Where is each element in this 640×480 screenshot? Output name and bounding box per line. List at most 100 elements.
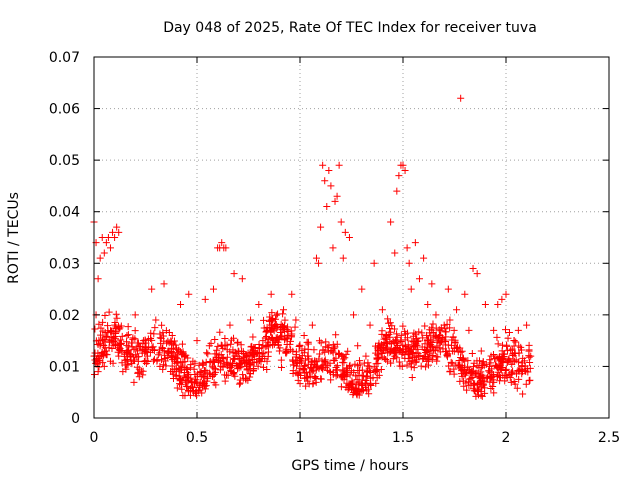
data-point bbox=[280, 306, 288, 314]
data-point bbox=[486, 362, 494, 370]
data-point bbox=[300, 365, 308, 373]
data-point bbox=[212, 381, 220, 389]
data-point bbox=[267, 317, 275, 325]
data-point bbox=[259, 363, 267, 371]
data-point bbox=[456, 377, 464, 385]
data-point bbox=[209, 364, 217, 372]
data-point bbox=[367, 368, 375, 376]
data-point bbox=[332, 331, 340, 339]
data-point bbox=[249, 351, 257, 359]
data-point bbox=[193, 370, 201, 378]
data-point bbox=[168, 331, 176, 339]
data-point bbox=[401, 166, 409, 174]
data-point bbox=[338, 374, 346, 382]
data-point bbox=[264, 348, 272, 356]
data-point bbox=[352, 372, 360, 380]
data-point bbox=[185, 290, 193, 298]
data-point bbox=[139, 367, 147, 375]
data-point bbox=[380, 354, 388, 362]
y-tick-label: 0.05 bbox=[49, 153, 80, 169]
data-point bbox=[312, 366, 320, 374]
data-point bbox=[161, 357, 169, 365]
data-point bbox=[295, 343, 303, 351]
data-point bbox=[273, 336, 281, 344]
data-point bbox=[490, 389, 498, 397]
data-point bbox=[410, 329, 418, 337]
y-tick-label: 0 bbox=[71, 411, 80, 427]
data-point bbox=[199, 359, 207, 367]
data-point bbox=[427, 347, 435, 355]
data-point bbox=[158, 356, 166, 364]
data-point bbox=[295, 368, 303, 376]
data-point bbox=[218, 239, 226, 247]
data-point bbox=[327, 369, 335, 377]
data-point bbox=[219, 362, 227, 370]
data-point bbox=[471, 387, 479, 395]
data-point bbox=[374, 347, 382, 355]
data-point bbox=[522, 380, 530, 388]
data-point bbox=[242, 362, 250, 370]
data-point bbox=[494, 301, 502, 309]
data-point bbox=[383, 331, 391, 339]
data-point bbox=[223, 371, 231, 379]
data-point bbox=[215, 351, 223, 359]
data-point bbox=[267, 290, 275, 298]
data-point bbox=[123, 361, 131, 369]
data-point bbox=[509, 367, 517, 375]
data-point bbox=[446, 367, 454, 375]
data-point bbox=[132, 344, 140, 352]
data-point bbox=[525, 376, 533, 384]
data-point bbox=[317, 339, 325, 347]
data-point bbox=[112, 310, 120, 318]
data-point bbox=[172, 368, 180, 376]
data-point bbox=[312, 254, 320, 262]
data-point bbox=[310, 358, 318, 366]
x-tick-label: 1 bbox=[296, 430, 305, 446]
data-point bbox=[510, 377, 518, 385]
x-tick-label: 0 bbox=[90, 430, 99, 446]
y-tick-label: 0.04 bbox=[49, 205, 80, 221]
data-point bbox=[221, 335, 229, 343]
data-point bbox=[347, 367, 355, 375]
data-point bbox=[443, 353, 451, 361]
data-point bbox=[254, 362, 262, 370]
data-point bbox=[419, 334, 427, 342]
data-point bbox=[230, 370, 238, 378]
data-point bbox=[448, 347, 456, 355]
data-point bbox=[268, 335, 276, 343]
data-point bbox=[486, 356, 494, 364]
data-point bbox=[124, 323, 132, 331]
data-point bbox=[352, 384, 360, 392]
data-point bbox=[167, 352, 175, 360]
data-point bbox=[227, 367, 235, 375]
data-point bbox=[196, 386, 204, 394]
data-point bbox=[496, 371, 504, 379]
data-point bbox=[106, 244, 114, 252]
x-tick-label: 2 bbox=[502, 430, 511, 446]
data-point bbox=[514, 326, 522, 334]
data-point bbox=[330, 356, 338, 364]
data-point bbox=[150, 347, 158, 355]
data-point bbox=[399, 322, 407, 330]
data-point bbox=[149, 357, 157, 365]
data-point bbox=[104, 234, 112, 241]
data-point bbox=[420, 355, 428, 363]
data-point bbox=[142, 348, 150, 356]
data-point bbox=[283, 341, 291, 349]
data-point bbox=[262, 327, 270, 335]
data-point bbox=[512, 338, 520, 346]
data-point bbox=[321, 356, 329, 364]
data-point bbox=[187, 385, 195, 393]
data-point bbox=[450, 365, 458, 373]
data-point bbox=[94, 368, 102, 376]
data-point bbox=[332, 366, 340, 374]
data-point bbox=[246, 370, 254, 378]
data-point bbox=[495, 361, 503, 369]
data-point bbox=[317, 223, 325, 231]
data-point bbox=[462, 379, 470, 387]
data-point bbox=[251, 343, 259, 351]
data-point bbox=[367, 382, 375, 390]
data-point bbox=[445, 362, 453, 370]
y-tick-label: 0.02 bbox=[49, 308, 80, 324]
data-point bbox=[334, 349, 342, 357]
